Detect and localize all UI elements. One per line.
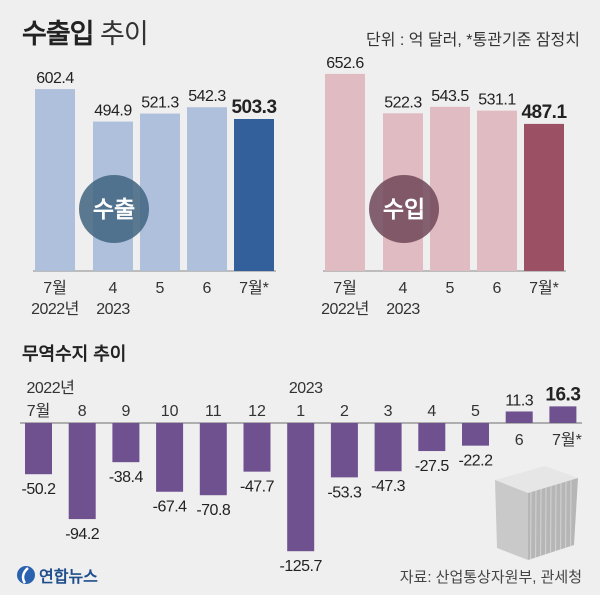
- value-label: -94.2: [65, 526, 100, 543]
- title-light: 추이: [100, 19, 149, 49]
- category-label: 12: [248, 403, 266, 420]
- logo-text: 연합뉴스: [39, 569, 98, 586]
- bar: [234, 119, 274, 271]
- bar: [430, 106, 470, 271]
- category-label: 9: [121, 403, 130, 420]
- value-label: 542.3: [188, 88, 226, 105]
- year-label: 2023: [96, 301, 130, 318]
- series-badge-circle: [369, 175, 439, 243]
- category-label: 7월*: [239, 279, 269, 297]
- value-label: 522.3: [384, 94, 422, 111]
- value-label: 602.4: [36, 70, 74, 87]
- series-badge-label: 수입: [383, 196, 425, 222]
- bar: [112, 423, 140, 463]
- category-label: 11: [205, 403, 222, 420]
- category-label: 6: [515, 432, 524, 449]
- value-label: 531.1: [478, 92, 516, 109]
- year-label: 2022년: [27, 379, 75, 397]
- category-label: 7월: [27, 402, 51, 420]
- category-label: 3: [384, 403, 393, 420]
- series-badge-circle: [79, 175, 149, 243]
- bar: [156, 423, 184, 492]
- value-label: -47.3: [371, 478, 406, 495]
- bar: [524, 123, 564, 271]
- container-face: [495, 466, 578, 493]
- value-label: -70.8: [196, 502, 231, 519]
- container-face: [495, 480, 528, 560]
- value-label: 521.3: [141, 95, 179, 112]
- value-label: 543.5: [431, 88, 469, 105]
- category-label: 6: [493, 280, 502, 297]
- bar: [199, 423, 227, 496]
- value-label: 16.3: [545, 384, 580, 405]
- unit-note: 단위 : 억 달러, *통관기준 잠정치: [366, 32, 580, 49]
- category-label: 7월: [333, 279, 357, 297]
- series-badge-label: 수출: [93, 196, 135, 222]
- category-label: 5: [446, 280, 455, 297]
- bar: [140, 113, 180, 271]
- category-label: 7월*: [552, 431, 582, 449]
- year-label: 2023: [289, 380, 323, 397]
- value-label: -67.4: [153, 499, 188, 516]
- bar: [330, 423, 358, 478]
- yonhap-logo: 연합뉴스: [16, 563, 98, 587]
- category-label: 8: [78, 403, 87, 420]
- category-label: 7월: [43, 279, 67, 297]
- category-label: 4: [109, 280, 118, 297]
- bar: [243, 423, 271, 472]
- value-label: -50.2: [22, 481, 57, 498]
- category-label: 10: [161, 403, 179, 420]
- value-label: -47.7: [240, 479, 275, 496]
- value-label: -38.4: [109, 469, 144, 486]
- year-label: 2023: [386, 301, 420, 318]
- category-label: 5: [471, 403, 480, 420]
- bar: [187, 107, 227, 271]
- category-label: 4: [399, 280, 408, 297]
- logo-icon: [17, 566, 35, 584]
- value-label: -53.3: [327, 484, 362, 501]
- balance-chart-title: 무역수지 추이: [22, 344, 127, 364]
- year-label: 2022년: [321, 300, 369, 318]
- value-label: 652.6: [326, 55, 364, 72]
- bar: [25, 423, 52, 475]
- bar: [462, 423, 489, 446]
- value-label: 494.9: [94, 103, 132, 120]
- year-label: 2022년: [31, 300, 79, 318]
- page-title: 수출입 추이: [22, 12, 149, 51]
- category-label: 5: [156, 280, 165, 297]
- bar: [477, 110, 517, 271]
- value-label: 11.3: [505, 392, 534, 409]
- value-label: 503.3: [231, 97, 276, 118]
- category-label: 7월*: [529, 279, 559, 297]
- shipping-container-illustration: [495, 466, 578, 560]
- bar: [505, 411, 533, 423]
- source-note: 자료: 산업통상자원부, 관세청: [399, 569, 582, 586]
- bar: [549, 406, 577, 423]
- category-label: 6: [203, 280, 212, 297]
- value-label: -27.5: [415, 458, 450, 475]
- title-bold: 수출입: [22, 19, 95, 49]
- category-label: 1: [296, 403, 305, 420]
- bar: [374, 423, 402, 472]
- category-label: 4: [427, 403, 436, 420]
- bar: [68, 423, 96, 520]
- bar: [325, 73, 365, 272]
- category-label: 2: [340, 403, 349, 420]
- bar: [287, 423, 315, 552]
- bar: [418, 423, 446, 452]
- value-label: -22.2: [459, 453, 494, 470]
- bar: [35, 89, 75, 272]
- value-label: 487.1: [521, 102, 567, 123]
- value-label: -125.7: [280, 558, 323, 575]
